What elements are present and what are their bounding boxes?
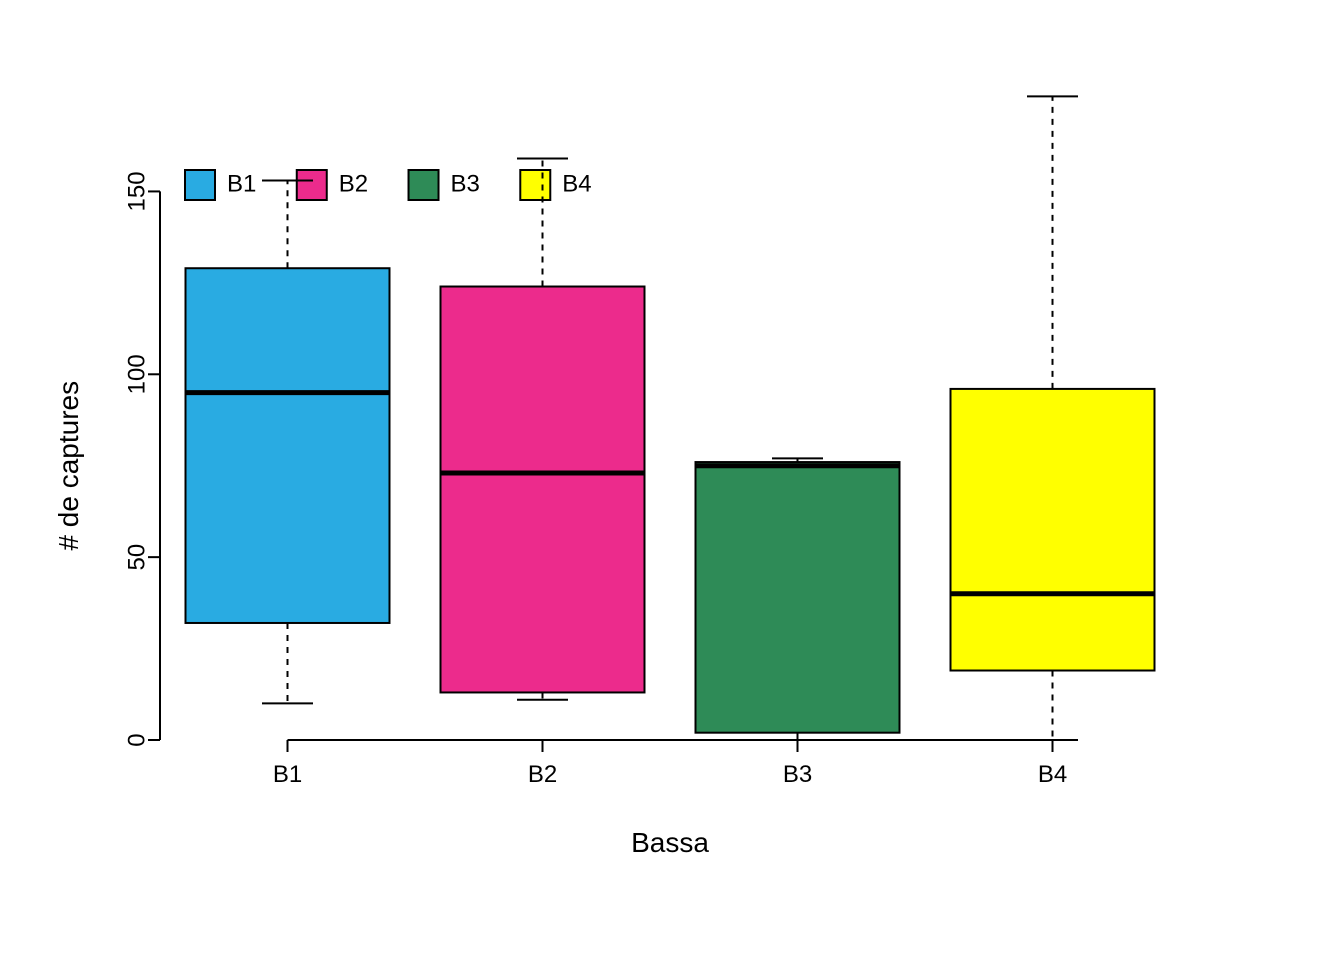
legend-swatch bbox=[520, 170, 550, 200]
y-tick-label: 50 bbox=[123, 544, 150, 571]
legend-swatch bbox=[409, 170, 439, 200]
x-tick-label: B1 bbox=[273, 761, 302, 788]
legend-label: B3 bbox=[451, 170, 480, 197]
y-axis-label: # de captures bbox=[53, 381, 84, 551]
legend-label: B4 bbox=[562, 170, 591, 197]
box bbox=[951, 389, 1155, 671]
boxplot-chart: B1 B2 B3 B4 0 50 100 150 B1 B2 B3 B4 Bassa # de captu… bbox=[0, 0, 1344, 960]
x-tick-label: B4 bbox=[1038, 761, 1067, 788]
legend-label: B2 bbox=[339, 170, 368, 197]
x-tick-label: B3 bbox=[783, 761, 812, 788]
box bbox=[186, 268, 390, 623]
y-tick-label: 0 bbox=[123, 733, 150, 746]
y-tick-label: 100 bbox=[123, 354, 150, 394]
y-tick-label: 150 bbox=[123, 171, 150, 211]
legend-swatch bbox=[297, 170, 327, 200]
box bbox=[696, 462, 900, 733]
x-axis-label: Bassa bbox=[631, 827, 709, 858]
box bbox=[441, 287, 645, 693]
legend-swatch bbox=[185, 170, 215, 200]
x-tick-label: B2 bbox=[528, 761, 557, 788]
legend-label: B1 bbox=[227, 170, 256, 197]
